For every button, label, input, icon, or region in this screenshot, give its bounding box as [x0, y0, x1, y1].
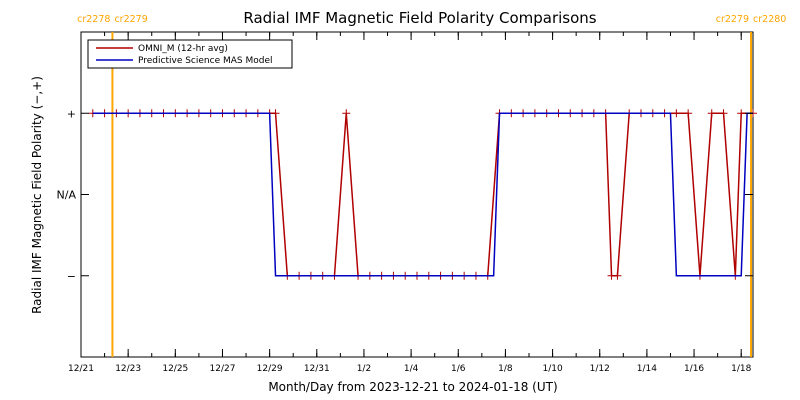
data-point-marker [342, 109, 351, 118]
chart-title: Radial IMF Magnetic Field Polarity Compa… [243, 9, 596, 27]
series-line [92, 112, 753, 277]
x-tick-label: 1/16 [684, 364, 704, 374]
carrington-right-label: cr2280 [753, 14, 786, 25]
x-tick-label: 1/14 [637, 364, 657, 374]
x-tick-label: 1/2 [357, 364, 371, 374]
x-tick-label: 1/4 [404, 364, 419, 374]
data-point-marker [737, 109, 746, 118]
series-line [92, 112, 753, 277]
x-tick-label: 1/6 [451, 364, 466, 374]
legend-box [87, 39, 293, 69]
data-point-marker [271, 109, 280, 118]
x-tick-label: 12/31 [304, 364, 330, 374]
data-point-marker [613, 271, 622, 280]
y-tick-label: + [67, 107, 76, 120]
x-tick-label: 1/18 [731, 364, 751, 374]
x-tick-label: 12/29 [257, 364, 283, 374]
x-tick-label: 12/27 [210, 364, 236, 374]
x-tick-label: 1/8 [498, 364, 513, 374]
data-point-marker [672, 109, 681, 118]
data-point-marker [707, 109, 716, 118]
legend: OMNI_M (12-hr avg) Predictive Science MA… [87, 39, 293, 69]
plot-area [80, 31, 754, 358]
x-tick-label: 12/25 [162, 364, 188, 374]
carrington-right-label: cr2279 [114, 14, 147, 25]
x-tick-label: 12/21 [68, 364, 94, 374]
legend-label-omni: OMNI_M (12-hr avg) [138, 44, 228, 54]
y-axis-label: Radial IMF Magnetic Field Polarity (−,+) [30, 76, 44, 314]
data-point-marker [684, 109, 693, 118]
data-point-marker [719, 109, 728, 118]
series-layer [88, 109, 757, 280]
carrington-left-label: cr2278 [77, 14, 110, 25]
x-tick-label: 1/10 [542, 364, 562, 374]
legend-label-mas: Predictive Science MAS Model [138, 56, 273, 66]
x-axis-label: Month/Day from 2023-12-21 to 2024-01-18 … [268, 380, 557, 394]
x-tick-label: 1/12 [590, 364, 610, 374]
x-tick-label: 12/23 [115, 364, 141, 374]
axis-layer: 12/21 12/23 12/25 12/27 12/29 12/31 1/2 1/4 1/6 1… [57, 32, 753, 374]
carrington-left-label: cr2279 [716, 14, 749, 25]
y-tick-label: N/A [57, 189, 77, 202]
y-tick-label: − [67, 270, 76, 283]
